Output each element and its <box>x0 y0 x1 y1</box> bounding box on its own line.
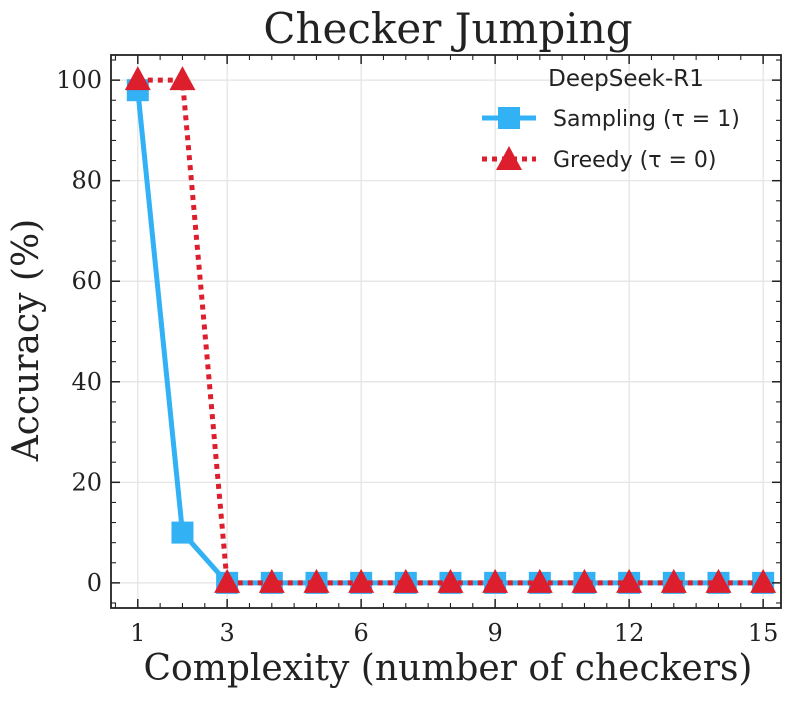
x-tick-label: 1 <box>130 619 145 647</box>
legend-title: DeepSeek-R1 <box>548 66 704 92</box>
data-point-greedy <box>437 568 464 593</box>
data-point-greedy <box>392 568 419 593</box>
x-tick-label: 3 <box>219 619 234 647</box>
data-point-greedy <box>616 568 643 593</box>
y-tick-label: 0 <box>87 569 102 597</box>
data-point-sampling <box>171 521 194 544</box>
legend-label-greedy: Greedy (τ = 0) <box>553 148 717 173</box>
grid <box>111 55 781 608</box>
data-point-greedy <box>303 568 330 593</box>
data-point-greedy <box>705 568 732 593</box>
data-point-greedy <box>571 568 598 593</box>
y-tick-label: 80 <box>71 167 102 195</box>
x-tick-label: 9 <box>487 619 502 647</box>
data-point-greedy <box>526 568 553 593</box>
legend-item-greedy: Greedy (τ = 0) <box>482 146 717 173</box>
data-point-greedy <box>348 568 375 593</box>
data-point-greedy <box>750 568 777 593</box>
data-point-greedy <box>258 568 285 593</box>
legend-marker-sampling <box>498 107 520 129</box>
data-point-greedy <box>214 568 241 593</box>
y-tick-label: 40 <box>71 368 102 396</box>
x-tick-label: 12 <box>614 619 645 647</box>
y-axis-title: Accuracy (%) <box>6 219 47 462</box>
legend-item-sampling: Sampling (τ = 1) <box>482 107 740 132</box>
x-tick-label: 15 <box>748 619 779 647</box>
legend: DeepSeek-R1 Sampling (τ = 1) Greedy (τ =… <box>482 66 740 173</box>
x-axis-title: Complexity (number of checkers) <box>144 648 753 689</box>
legend-label-sampling: Sampling (τ = 1) <box>553 107 740 132</box>
data-point-greedy <box>124 66 151 91</box>
y-tick-label: 20 <box>71 468 102 496</box>
x-tick-label: 6 <box>353 619 368 647</box>
data-point-greedy <box>169 66 196 91</box>
data-point-greedy <box>660 568 687 593</box>
y-tick-label: 60 <box>71 267 102 295</box>
data-point-greedy <box>482 568 509 593</box>
chart-title: Checker Jumping <box>263 4 632 53</box>
series-layer <box>124 66 777 594</box>
ticks: 1 3 6 9 12 15 0 20 40 60 80 100 <box>56 55 781 647</box>
legend-marker-greedy <box>496 146 522 170</box>
plot-frame <box>110 54 782 609</box>
y-tick-label: 100 <box>56 66 102 94</box>
